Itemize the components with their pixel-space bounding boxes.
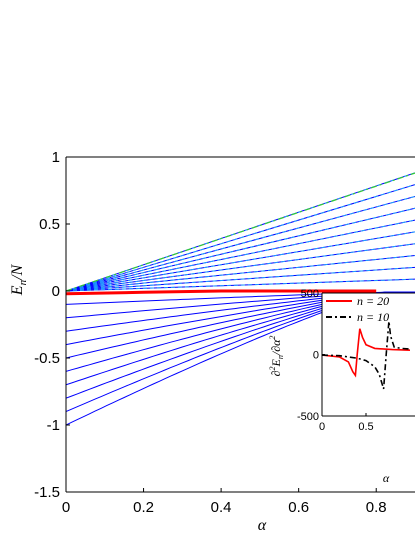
main-line-upper-dashed (66, 231, 415, 292)
main-y-tick-label: -0.5 (34, 350, 60, 367)
main-line-upper-dashed (66, 184, 415, 292)
main-series-group (66, 172, 415, 426)
inset-x-tick-label: 0 (319, 421, 325, 433)
main-y-tick-label: 0.5 (39, 216, 60, 233)
inset-y-ticks: 500 0 -500 (297, 288, 325, 423)
main-x-tick-label: 0.8 (366, 499, 387, 516)
main-x-tick-label: 0 (62, 499, 70, 516)
inset-y-tick-label: 500 (301, 288, 319, 300)
main-line-upper-dashed (66, 219, 415, 292)
inset-series-group (322, 321, 411, 390)
inset-series-line (322, 321, 411, 390)
inset-y-axis-label: ∂2En/∂α2 (268, 336, 285, 377)
legend-label-n10: n = 10 (357, 310, 389, 324)
main-x-axis-label: α (258, 517, 267, 534)
legend-label-n20: n = 20 (357, 294, 389, 308)
main-line-upper-dashed (66, 195, 415, 292)
main-line-upper-dashed (66, 207, 415, 292)
inset-y-tick-label: -500 (297, 411, 319, 423)
main-y-tick-label: 0 (52, 283, 60, 300)
main-y-tick-label: 1 (52, 149, 60, 166)
main-y-axis-label: En/N (9, 263, 29, 296)
inset-background (322, 293, 415, 416)
main-line-upper-dashed (66, 255, 415, 292)
inset-legend: n = 20 n = 10 (326, 294, 389, 324)
main-y-tick-label: -1.5 (34, 484, 60, 501)
main-plot: 0 0.2 0.4 0.6 0.8 1 0.5 0 -0.5 -1 -1.5 α En/N (9, 149, 415, 534)
main-x-tick-label: 0.2 (133, 499, 154, 516)
inset-x-axis-label: α (383, 471, 390, 485)
main-line-upper-dashed (66, 243, 415, 292)
inset-x-ticks: 0 0.5 (319, 413, 374, 433)
main-x-tick-label: 0.6 (288, 499, 309, 516)
main-y-tick-label: -1 (47, 417, 60, 434)
inset-y-tick-label: 0 (313, 350, 319, 362)
main-line-top-dashdot (66, 172, 415, 292)
main-line-upper (66, 195, 415, 292)
main-line-upper-dashed (66, 278, 415, 292)
main-x-tick-label: 0.4 (211, 499, 232, 516)
main-line-upper-dashed (66, 266, 415, 292)
inset-x-tick-label: 0.5 (358, 421, 373, 433)
main-line-highlight (66, 289, 377, 296)
main-x-ticks: 0 0.2 0.4 0.6 0.8 (62, 488, 387, 516)
inset-series-line (322, 328, 411, 378)
main-y-ticks: 1 0.5 0 -0.5 -1 -1.5 (34, 149, 70, 501)
